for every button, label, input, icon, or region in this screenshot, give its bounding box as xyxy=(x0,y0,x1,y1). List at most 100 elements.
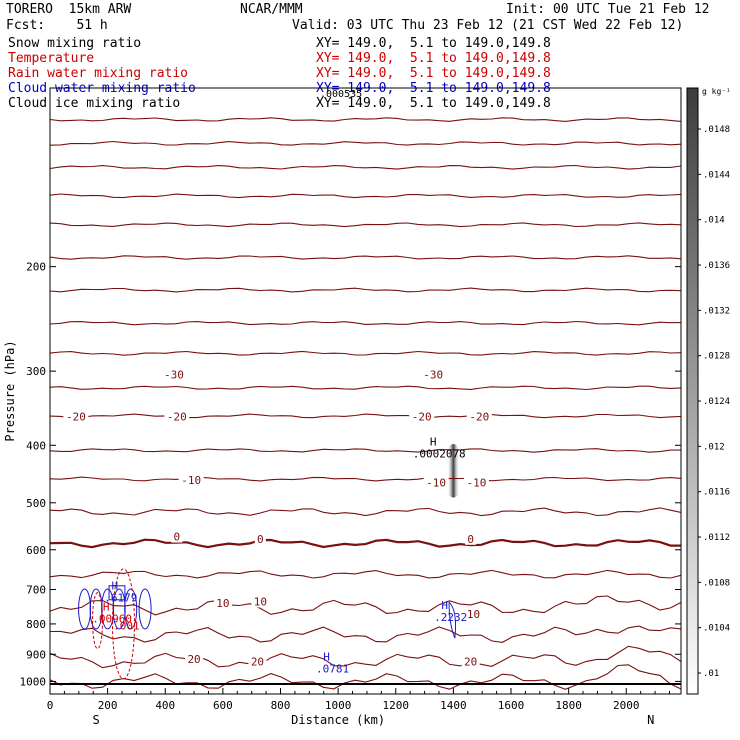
field-name-temperature: Temperature xyxy=(8,51,95,66)
x-axis-label: Distance (km) xyxy=(291,713,385,727)
temperature-label: -20 xyxy=(66,411,86,424)
contour-label-bg xyxy=(464,608,483,621)
x-tick-label: 1400 xyxy=(440,699,467,712)
temperature-contour xyxy=(49,222,682,228)
colorbar-tick-label: .014 xyxy=(703,216,725,226)
field-name-snow: Snow mixing ratio xyxy=(8,36,142,51)
temperature-contour xyxy=(49,448,681,453)
contour-label-bg xyxy=(409,410,435,423)
temperature-contour xyxy=(49,385,682,391)
x-endpoint-right: N xyxy=(647,713,654,727)
y-tick-label: 1000 xyxy=(20,675,47,688)
extremum-value: .0781 xyxy=(316,662,349,675)
field-xy-snow: XY= 149.0, 5.1 to 149.0,149.8 xyxy=(316,36,551,51)
extremum-letter: H xyxy=(441,599,448,612)
x-tick-label: 200 xyxy=(98,699,118,712)
x-tick-label: 1800 xyxy=(555,699,582,712)
extremum-letter: H xyxy=(430,435,437,448)
cloud-water-contour xyxy=(78,588,92,630)
field-xy-temperature: XY= 149.0, 5.1 to 149.0,149.8 xyxy=(316,51,551,66)
colorbar-tick-label: .0108 xyxy=(703,578,730,588)
colorbar-units: g kg⁻¹ xyxy=(702,87,731,96)
temperature-contour xyxy=(49,476,682,482)
contour-label-bg xyxy=(164,410,190,423)
extremum-letter: H xyxy=(103,601,110,614)
temperature-contour xyxy=(49,413,682,419)
field-xy-rain: XY= 149.0, 5.1 to 149.0,149.8 xyxy=(316,66,551,81)
x-tick-label: 1000 xyxy=(325,699,352,712)
temperature-contour xyxy=(49,164,682,170)
temperature-contour xyxy=(49,140,682,146)
contour-label-bg xyxy=(465,532,477,545)
colorbar-tick-label: .01 xyxy=(703,669,719,679)
temperature-contour xyxy=(49,287,682,293)
contour-label-bg xyxy=(161,368,187,381)
temperature-contour xyxy=(49,117,682,122)
x-tick-label: 1200 xyxy=(383,699,410,712)
extremum-value: .2232 xyxy=(434,611,467,624)
extremum-value: .6179 xyxy=(104,592,137,605)
colorbar-tick-label: .0132 xyxy=(703,306,730,316)
y-tick-label: 600 xyxy=(26,544,46,557)
temperature-label: -30 xyxy=(423,369,443,382)
temperature-contour xyxy=(49,569,682,579)
contour-label-bg xyxy=(420,368,446,381)
contour-label-bg xyxy=(213,597,232,610)
extremum-letter: H xyxy=(112,580,119,593)
x-tick-label: 1600 xyxy=(498,699,525,712)
colorbar-tick-label: .0136 xyxy=(703,261,730,271)
ice-shading xyxy=(448,443,459,498)
temperature-label: 20 xyxy=(464,655,477,668)
contour-label-bg xyxy=(63,410,89,423)
y-axis-label: Pressure (hPa) xyxy=(3,340,17,441)
y-tick-label: 200 xyxy=(26,261,46,274)
cloud-water-contour xyxy=(138,588,152,630)
contour-label-bg xyxy=(423,476,449,489)
temperature-contour xyxy=(49,350,682,356)
colorbar-tick-label: .0112 xyxy=(703,533,730,543)
cloud-water-contour xyxy=(108,585,126,601)
temperature-contour xyxy=(49,538,681,549)
extremum-value: .00960 xyxy=(92,613,132,626)
temperature-contour xyxy=(49,320,682,326)
contour-label-bg xyxy=(171,530,183,543)
y-tick-label: 300 xyxy=(26,365,46,378)
colorbar-tick-label: .012 xyxy=(703,442,725,452)
contour-label-bg xyxy=(466,410,492,423)
y-tick-label: 700 xyxy=(26,584,46,597)
contour-label-bg xyxy=(248,655,267,668)
x-tick-label: 800 xyxy=(271,699,291,712)
field-xy-cloud-ice: XY= 149.0, 5.1 to 149.0,149.8 xyxy=(316,96,551,111)
forecast-hour: Fcst: 51 h xyxy=(6,18,108,33)
temperature-label: -20 xyxy=(469,411,489,424)
extremum-letter: H xyxy=(323,650,330,663)
colorbar-tick-label: .0104 xyxy=(703,624,730,634)
temperature-label: 20 xyxy=(187,653,200,666)
contour-label-bg xyxy=(251,595,270,608)
colorbar-tick-label: .0128 xyxy=(703,352,730,362)
rain-contour-label: .001 xyxy=(113,620,140,633)
temperature-contour xyxy=(49,595,682,616)
temperature-label: -20 xyxy=(167,411,187,424)
temperature-label: 10 xyxy=(467,608,480,621)
y-tick-label: 400 xyxy=(26,439,46,452)
model-title: TORERO 15km ARW xyxy=(6,2,132,17)
temperature-label: 0 xyxy=(467,533,474,546)
y-tick-label: 500 xyxy=(26,497,46,510)
temperature-contour xyxy=(49,645,682,669)
temperature-label: -20 xyxy=(412,411,432,424)
temperature-contour xyxy=(49,507,682,517)
colorbar-tick-label: .0148 xyxy=(703,125,730,135)
y-tick-label: 800 xyxy=(26,618,46,631)
colorbar-tick-label: .0116 xyxy=(703,488,730,498)
temperature-label: -10 xyxy=(181,474,201,487)
temperature-label: -30 xyxy=(164,369,184,382)
temperature-label: 0 xyxy=(173,531,180,544)
colorbar-tick-label: .0124 xyxy=(703,397,730,407)
center-name: NCAR/MMM xyxy=(240,2,303,17)
temperature-label: 0 xyxy=(257,533,264,546)
field-name-rain: Rain water mixing ratio xyxy=(8,66,189,81)
valid-time: Valid: 03 UTC Thu 23 Feb 12 (21 CST Wed … xyxy=(292,18,684,33)
